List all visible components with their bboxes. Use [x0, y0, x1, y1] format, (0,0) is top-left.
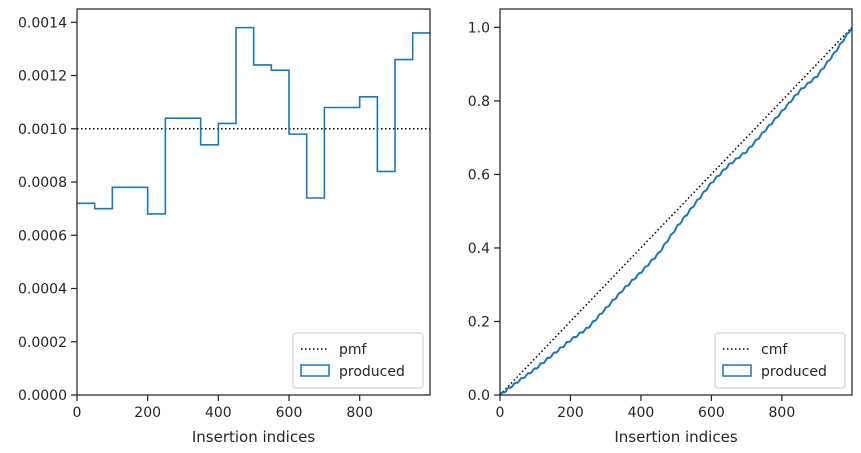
y-tick-label: 0.6	[468, 167, 490, 183]
plot-area	[500, 26, 852, 395]
x-tick-label: 200	[134, 405, 161, 421]
left-histogram-plot: 0 200 400 600 800 0.0000 0.0002 0.0004 0.0006 0.0…	[18, 8, 431, 446]
legend-produced-label: produced	[339, 364, 405, 380]
x-tick-label: 0	[496, 405, 505, 421]
y-tick-label: 0.0	[468, 388, 490, 404]
x-tick-label: 0	[73, 405, 82, 421]
legend-reference-label: cmf	[761, 342, 788, 358]
legend-box	[714, 332, 846, 389]
y-tick-label: 0.0014	[18, 15, 67, 31]
cmf-series	[500, 26, 852, 395]
y-tick-label: 0.4	[468, 241, 490, 257]
y-tick-label: 0.0002	[18, 335, 67, 351]
y-tick-label: 0.0010	[18, 122, 67, 138]
plot-area	[77, 26, 430, 215]
y-tick-label: 0.0006	[18, 228, 67, 244]
x-axis-label: Insertion indices	[192, 428, 315, 446]
produced-series	[77, 26, 430, 215]
right-cumulative-plot: 0 200 400 600 800 0.0 0.2 0.4 0.6 0.8 1.0 Insertion…	[468, 8, 853, 446]
y-tick-label: 0.2	[468, 314, 490, 330]
y-tick-label: 0.0008	[18, 175, 67, 191]
axes-frame	[76, 8, 431, 396]
legend: cmf produced	[714, 332, 846, 389]
axes-frame	[499, 8, 853, 396]
x-tick-label: 400	[205, 405, 232, 421]
legend: pmf produced	[292, 332, 424, 389]
x-tick-label: 600	[698, 405, 725, 421]
y-tick-label: 0.0012	[18, 69, 67, 85]
y-tick-label: 0.8	[468, 94, 490, 110]
x-axis-label: Insertion indices	[614, 428, 737, 446]
x-tick-label: 400	[628, 405, 655, 421]
x-tick-label: 600	[276, 405, 303, 421]
x-tick-label: 200	[557, 405, 584, 421]
x-tick-label: 800	[769, 405, 796, 421]
legend-produced-marker	[300, 364, 330, 377]
y-tick-label: 0.0004	[18, 282, 67, 298]
legend-box	[292, 332, 424, 389]
legend-produced-marker	[722, 364, 752, 377]
produced-series	[500, 26, 852, 395]
legend-produced-label: produced	[761, 364, 827, 380]
x-tick-label: 800	[346, 405, 373, 421]
y-tick-label: 0.0000	[18, 388, 67, 404]
legend-reference-label: pmf	[339, 342, 368, 358]
y-tick-label: 1.0	[468, 20, 490, 36]
